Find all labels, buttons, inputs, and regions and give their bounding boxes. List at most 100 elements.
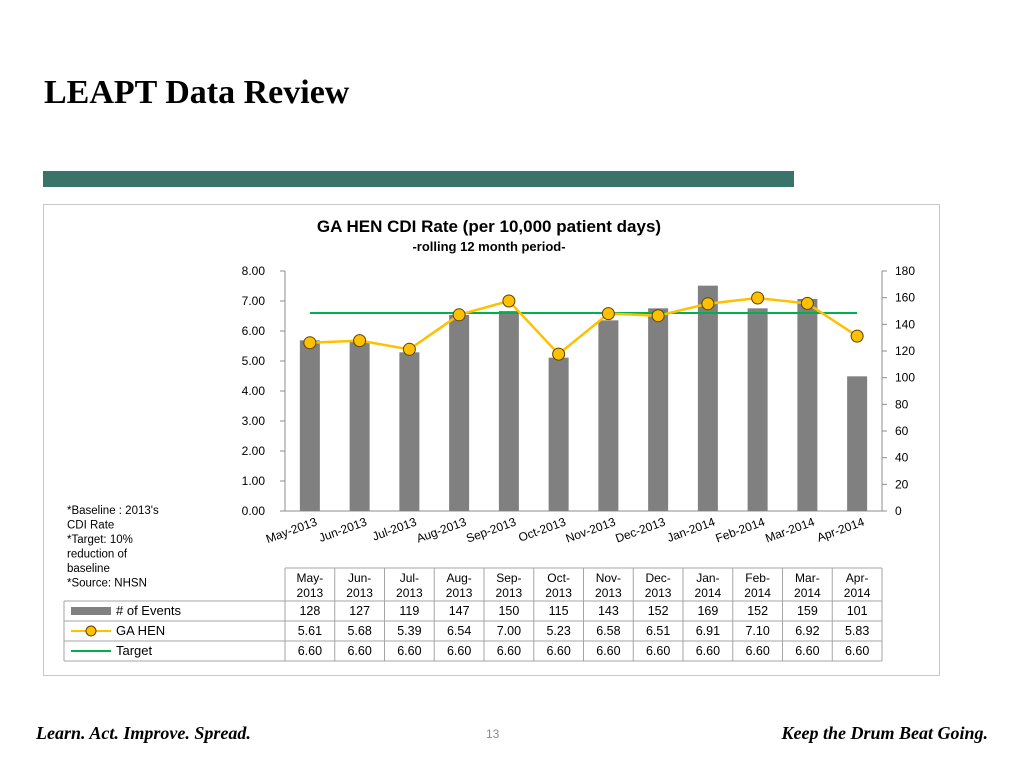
right-axis-tick-label: 180 <box>895 264 915 278</box>
ga-hen-point <box>850 329 864 343</box>
data-table-cell: 169 <box>697 604 718 618</box>
data-table-cell: 5.61 <box>298 624 322 638</box>
data-table-cell: 5.68 <box>347 624 371 638</box>
x-axis-category-label: Aug-2013 <box>414 515 468 546</box>
data-table-cell: 6.60 <box>347 644 371 658</box>
data-table-cell: 6.54 <box>447 624 471 638</box>
x-axis-category-label: Nov-2013 <box>564 515 618 546</box>
left-axis-tick-label: 1.00 <box>242 474 266 488</box>
chart-title: GA HEN CDI Rate (per 10,000 patient days… <box>317 217 661 236</box>
x-axis-category-label: May-2013 <box>264 515 319 547</box>
events-bar <box>648 308 669 511</box>
right-axis-tick-label: 120 <box>895 344 915 358</box>
data-table-cell: 5.83 <box>845 624 869 638</box>
ga-hen-point <box>303 336 317 350</box>
left-axis-tick-label: 6.00 <box>242 324 266 338</box>
events-bar <box>399 352 420 511</box>
data-table-cell: 6.60 <box>696 644 720 658</box>
data-table-cell: 152 <box>648 604 669 618</box>
data-table-header-year: 2013 <box>297 586 324 600</box>
left-axis-tick-label: 4.00 <box>242 384 266 398</box>
data-table-cell: 119 <box>399 604 419 618</box>
right-axis-tick-label: 100 <box>895 371 915 385</box>
data-table-cell: 6.60 <box>447 644 471 658</box>
data-table-cell: 7.10 <box>745 624 769 638</box>
data-table-header-year: 2013 <box>545 586 572 600</box>
slide-title: LEAPT Data Review <box>44 74 350 111</box>
right-axis-tick-label: 40 <box>895 451 909 465</box>
data-table-cell: 6.60 <box>795 644 819 658</box>
data-table-header-month: Nov- <box>596 571 621 585</box>
ga-hen-point <box>751 291 765 305</box>
right-axis-tick-label: 80 <box>895 397 909 411</box>
data-table-header-month: Dec- <box>645 571 670 585</box>
data-table-header-year: 2013 <box>446 586 473 600</box>
data-table-cell: 6.60 <box>497 644 521 658</box>
data-table-cell: 6.60 <box>546 644 570 658</box>
data-table-series-label: # of Events <box>116 603 182 618</box>
x-axis-category-label: Mar-2014 <box>763 515 816 546</box>
data-table-header-month: Mar- <box>795 571 820 585</box>
x-axis-category-label: Oct-2013 <box>516 515 567 545</box>
data-table-cell: 152 <box>747 604 768 618</box>
data-table-cell: 6.60 <box>646 644 670 658</box>
data-table-cell: 6.58 <box>596 624 620 638</box>
events-bar <box>349 341 370 511</box>
events-bar <box>299 340 320 511</box>
left-axis-tick-label: 5.00 <box>242 354 266 368</box>
data-table-cell: 6.92 <box>795 624 819 638</box>
chart-note-line: *Target: 10% <box>67 534 133 546</box>
chart-note-line: reduction of <box>67 549 128 561</box>
ga-hen-point <box>402 342 416 356</box>
data-table-header-year: 2014 <box>844 586 871 600</box>
data-table-header-year: 2014 <box>744 586 771 600</box>
left-axis-tick-label: 7.00 <box>242 294 266 308</box>
data-table-cell: 5.39 <box>397 624 421 638</box>
events-bar <box>797 299 818 511</box>
left-axis-tick-label: 3.00 <box>242 414 266 428</box>
data-table-header-month: Apr- <box>846 571 869 585</box>
x-axis-category-label: Jun-2013 <box>317 515 369 545</box>
x-axis-category-label: Apr-2014 <box>815 515 866 545</box>
legend-key-events-bar <box>71 607 111 615</box>
data-table-header-year: 2013 <box>645 586 672 600</box>
events-bar <box>598 320 619 511</box>
ga-hen-point <box>601 307 615 321</box>
page-number: 13 <box>486 727 500 741</box>
data-table-header-month: Oct- <box>547 571 570 585</box>
left-axis-tick-label: 2.00 <box>242 444 266 458</box>
data-table-series-label: Target <box>116 643 153 658</box>
title-divider <box>43 171 794 187</box>
footer-tagline-right: Keep the Drum Beat Going. <box>781 723 988 743</box>
chart-note-line: *Baseline : 2013's <box>67 505 159 517</box>
data-table-header-year: 2014 <box>794 586 821 600</box>
data-table-header-month: Sep- <box>496 571 521 585</box>
data-table-header-month: Feb- <box>745 571 770 585</box>
data-table-cell: 6.60 <box>845 644 869 658</box>
cdi-rate-chart: GA HEN CDI Rate (per 10,000 patient days… <box>63 217 915 662</box>
x-axis-category-label: Jul-2013 <box>370 515 418 544</box>
data-table-cell: 143 <box>598 604 619 618</box>
right-axis-tick-label: 0 <box>895 504 902 518</box>
data-table-header-month: Jan- <box>696 571 719 585</box>
data-table-header-year: 2013 <box>346 586 373 600</box>
ga-hen-line <box>309 296 858 356</box>
chart-note-line: baseline <box>67 563 110 575</box>
data-table-cell: 6.60 <box>596 644 620 658</box>
right-axis-tick-label: 60 <box>895 424 909 438</box>
data-table-cell: 7.00 <box>497 624 521 638</box>
data-table-cell: 5.23 <box>546 624 570 638</box>
ga-hen-point <box>353 334 367 348</box>
data-table-header-month: Jul- <box>400 571 419 585</box>
x-axis-category-label: Jan-2014 <box>665 515 717 545</box>
data-table-cell: 6.60 <box>397 644 421 658</box>
chart-frame: GA HEN CDI Rate (per 10,000 patient days… <box>43 204 940 676</box>
data-table-cell: 127 <box>349 604 370 618</box>
data-table-cell: 159 <box>797 604 818 618</box>
events-bar <box>747 308 768 511</box>
x-axis-category-label: Feb-2014 <box>714 515 767 546</box>
chart-subtitle: -rolling 12 month period- <box>412 239 565 254</box>
data-table-header-year: 2014 <box>695 586 722 600</box>
data-table-cell: 147 <box>449 604 470 618</box>
data-table-series-label: GA HEN <box>116 623 165 638</box>
